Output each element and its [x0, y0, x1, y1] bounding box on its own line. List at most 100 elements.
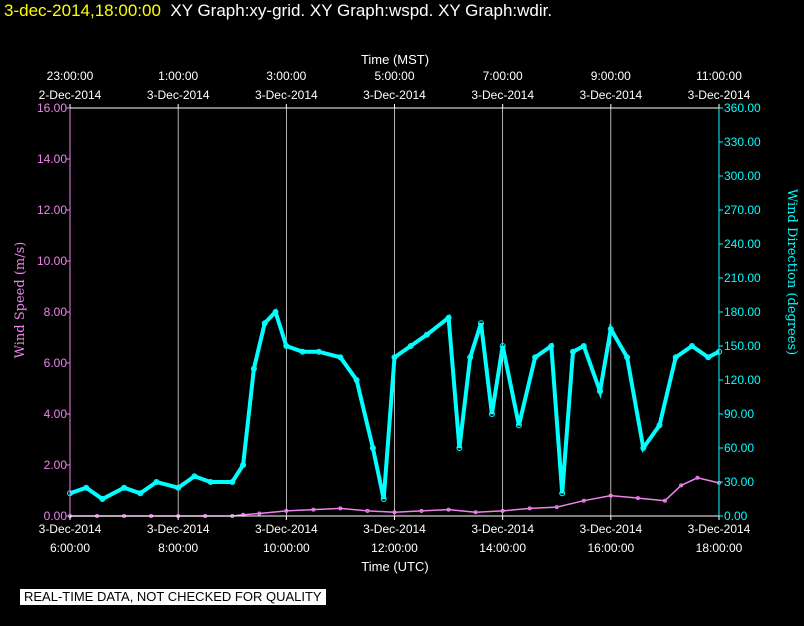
wind-direction-point — [532, 354, 539, 361]
wind-direction-point — [478, 320, 484, 327]
header-graphs: XY Graph:xy-grid. XY Graph:wspd. XY Grap… — [170, 1, 553, 20]
top-tick-time: 5:00:00 — [374, 69, 414, 83]
wind-direction-point — [624, 354, 631, 361]
wind-speed-point — [581, 498, 586, 503]
wind-speed-point — [473, 510, 478, 515]
wind-direction-point — [240, 462, 247, 468]
top-tick-time: 7:00:00 — [483, 69, 523, 83]
right-tick-label: 0.00 — [724, 509, 748, 523]
wind-direction-point — [299, 348, 306, 355]
header-date: 3-dec-2014,18:00:00 — [4, 1, 161, 20]
left-tick-label: 0.00 — [44, 509, 68, 523]
bottom-tick-date: 3-Dec-2014 — [147, 522, 210, 536]
wind-direction-point — [353, 377, 360, 383]
wind-direction-point — [467, 354, 474, 361]
right-tick-label: 270.00 — [724, 203, 761, 217]
left-tick-label: 12.00 — [37, 203, 67, 217]
right-axis-title: Wind Direction (degrees) — [784, 189, 799, 355]
top-tick-time: 1:00:00 — [158, 69, 198, 83]
bottom-tick-time: 18:00:00 — [696, 541, 743, 555]
top-tick-date: 3-Dec-2014 — [255, 88, 318, 102]
right-tick-label: 360.00 — [724, 101, 761, 115]
wind-direction-point — [607, 326, 614, 332]
wind-direction-point — [369, 445, 376, 451]
wind-direction-point — [456, 445, 463, 451]
wind-direction-point — [191, 473, 198, 480]
bottom-tick-date: 3-Dec-2014 — [688, 522, 751, 536]
bottom-tick-date: 3-Dec-2014 — [471, 522, 534, 536]
wind-direction-point — [656, 422, 663, 429]
top-tick-date: 3-Dec-2014 — [688, 88, 751, 102]
wind-direction-point — [391, 354, 398, 361]
left-tick-label: 2.00 — [44, 458, 68, 472]
top-tick-time: 3:00:00 — [266, 69, 306, 83]
wind-direction-point — [121, 484, 128, 491]
wind-direction-point — [380, 496, 387, 502]
left-tick-label: 10.00 — [37, 254, 67, 268]
wind-speed-point — [419, 508, 424, 513]
wind-direction-point — [337, 354, 344, 361]
wind-direction-point — [272, 309, 279, 315]
right-tick-label: 300.00 — [724, 169, 761, 183]
wind-speed-point — [446, 507, 451, 512]
quality-notice: REAL-TIME DATA, NOT CHECKED FOR QUALITY — [20, 589, 326, 605]
right-tick-label: 120.00 — [724, 373, 761, 387]
wind-speed-point — [311, 507, 316, 512]
header-title: 3-dec-2014,18:00:00 XY Graph:xy-grid. XY… — [4, 0, 552, 22]
wind-speed-point — [257, 511, 262, 516]
left-axis-title: Wind Speed (m/s) — [13, 242, 28, 359]
wind-direction-point — [705, 354, 712, 361]
bottom-axis-title: Time (UTC) — [361, 559, 428, 574]
wind-direction-point — [548, 343, 555, 349]
wind-direction-point — [99, 496, 106, 502]
wind-direction-point — [580, 343, 587, 349]
grid-layer — [69, 108, 720, 516]
right-tick-label: 60.00 — [724, 441, 754, 455]
bottom-tick-time: 16:00:00 — [587, 541, 634, 555]
wind-speed-point — [608, 493, 613, 498]
left-tick-label: 14.00 — [37, 152, 67, 166]
wind-speed-point — [554, 505, 559, 510]
top-tick-date: 3-Dec-2014 — [471, 88, 534, 102]
wind-direction-point — [83, 484, 90, 491]
wind-direction-point — [488, 411, 495, 417]
top-tick-date: 3-Dec-2014 — [147, 88, 210, 102]
right-tick-label: 210.00 — [724, 271, 761, 285]
wind-direction-point — [261, 320, 268, 327]
wind-speed-point — [365, 508, 370, 513]
wind-direction-point — [640, 445, 647, 451]
wind-direction-point — [672, 354, 679, 361]
bottom-tick-date: 3-Dec-2014 — [39, 522, 102, 536]
wind-direction-point — [445, 314, 452, 321]
top-tick-time: 11:00:00 — [696, 69, 742, 83]
wind-speed-point — [392, 510, 397, 515]
top-tick-date: 3-Dec-2014 — [579, 88, 642, 102]
right-tick-label: 180.00 — [724, 305, 761, 319]
right-tick-label: 240.00 — [724, 237, 761, 251]
bottom-tick-date: 3-Dec-2014 — [255, 522, 318, 536]
wind-speed-point — [695, 475, 700, 480]
bottom-tick-time: 8:00:00 — [158, 541, 198, 555]
left-tick-label: 16.00 — [37, 101, 67, 115]
top-axis-title: Time (MST) — [361, 52, 429, 67]
bottom-tick-date: 3-Dec-2014 — [579, 522, 642, 536]
bottom-tick-date: 3-Dec-2014 — [363, 522, 426, 536]
wind-direction-point — [207, 479, 214, 485]
wind-speed-point — [679, 483, 684, 488]
wind-direction-point — [515, 422, 522, 429]
right-tick-label: 150.00 — [724, 339, 761, 353]
wind-direction-point — [250, 365, 257, 372]
wind-direction-point — [229, 479, 236, 485]
wind-direction-point — [153, 479, 160, 485]
right-tick-label: 30.00 — [724, 475, 754, 489]
right-tick-label: 90.00 — [724, 407, 754, 421]
wind-direction-point — [499, 343, 506, 349]
bottom-tick-time: 6:00:00 — [50, 541, 90, 555]
bottom-tick-time: 10:00:00 — [263, 541, 310, 555]
left-tick-label: 8.00 — [44, 305, 68, 319]
bottom-tick-time: 14:00:00 — [479, 541, 526, 555]
wind-speed-point — [635, 496, 640, 501]
wind-speed-point — [338, 506, 343, 511]
top-tick-time: 9:00:00 — [591, 69, 631, 83]
